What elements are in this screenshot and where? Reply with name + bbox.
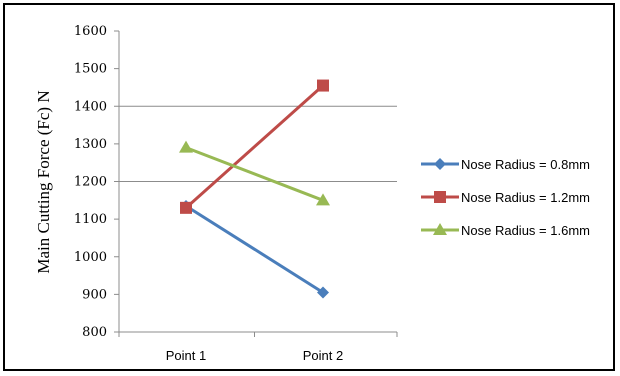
y-tick-label: 900 — [82, 287, 107, 302]
legend-swatch-marker — [434, 191, 446, 203]
y-tick-label: 1400 — [74, 99, 107, 114]
y-tick-label: 800 — [82, 325, 107, 340]
data-point — [179, 140, 193, 153]
data-point — [317, 286, 329, 299]
y-axis-title: Main Cutting Force (Fc) N — [34, 90, 53, 273]
legend-item: Nose Radius = 0.8mm — [421, 157, 590, 172]
y-tick-label: 1200 — [74, 175, 107, 190]
axes — [114, 30, 398, 337]
legend-label: Nose Radius = 1.2mm — [461, 190, 590, 205]
y-tick-label: 1000 — [74, 250, 107, 265]
data-point — [317, 79, 329, 92]
legend-swatch-marker — [434, 158, 446, 170]
y-tick-label: 1500 — [74, 62, 107, 77]
legend-item: Nose Radius = 1.6mm — [421, 223, 590, 238]
y-tick-label: 1600 — [74, 24, 107, 39]
legend-label: Nose Radius = 1.6mm — [461, 223, 590, 238]
series — [179, 79, 330, 299]
series-3 — [179, 140, 330, 206]
line-chart: 800 900 1000 1100 1200 1300 1400 1500 1600 Point… — [34, 24, 590, 363]
x-tick-label: Point 1 — [166, 348, 206, 363]
series-2 — [180, 79, 329, 214]
legend-item: Nose Radius = 1.2mm — [421, 190, 590, 205]
legend: Nose Radius = 0.8mm Nose Radius = 1.2mm No… — [421, 157, 590, 238]
y-tick-labels: 800 900 1000 1100 1200 1300 1400 1500 1600 — [74, 24, 107, 340]
gridlines — [119, 105, 397, 182]
y-tick-label: 1100 — [74, 212, 107, 227]
series-line — [185, 84, 324, 209]
series-line — [185, 146, 324, 202]
x-tick-labels: Point 1 Point 2 — [166, 348, 343, 363]
series-line — [185, 204, 324, 294]
data-point — [316, 193, 330, 206]
y-tick-label: 1300 — [74, 137, 107, 152]
series-1 — [180, 199, 329, 299]
chart-frame: 800 900 1000 1100 1200 1300 1400 1500 1600 Point… — [3, 3, 615, 371]
data-point — [180, 201, 192, 214]
legend-label: Nose Radius = 0.8mm — [461, 157, 590, 172]
legend-swatch-marker — [433, 223, 447, 235]
x-tick-label: Point 2 — [303, 348, 343, 363]
